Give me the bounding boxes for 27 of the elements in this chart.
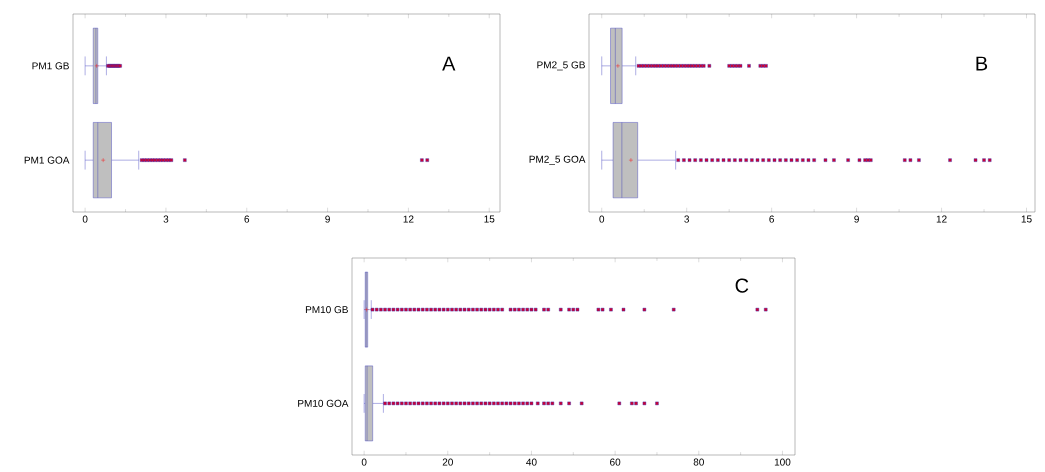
x-tick-label: 6	[244, 215, 250, 223]
x-tick-label: 0	[599, 215, 605, 223]
x-tick-label: 80	[693, 458, 704, 466]
x-tick-label: 3	[684, 215, 690, 223]
y-tick-label: PM1 GOA	[24, 156, 70, 164]
x-tick-label: 12	[936, 215, 947, 223]
y-tick-label: PM10 GB	[305, 306, 348, 314]
x-tick-label: 9	[854, 215, 859, 223]
x-tick-label: 0	[361, 458, 367, 466]
y-tick-label: PM2_5 GB	[537, 61, 585, 71]
x-tick-label: 100	[774, 458, 791, 466]
x-tick-label: 3	[163, 215, 169, 223]
x-tick-label: 20	[442, 458, 453, 466]
x-tick-label: 40	[526, 458, 537, 466]
x-tick-label: 12	[403, 215, 414, 223]
x-tick-label: 6	[769, 215, 774, 223]
y-tick-label: PM10 GOA	[298, 399, 349, 407]
text: C	[735, 278, 749, 293]
x-tick-label: 60	[610, 458, 621, 466]
text: A	[442, 56, 456, 71]
text: B	[976, 56, 988, 71]
y-tick-label: PM1 GB	[32, 62, 69, 70]
x-tick-label: 15	[1021, 215, 1032, 223]
x-tick-label: 0	[82, 215, 88, 223]
x-tick-label: 15	[484, 215, 495, 223]
y-tick-label: PM2_5 GOA	[529, 155, 586, 165]
x-tick-label: 9	[325, 215, 330, 223]
